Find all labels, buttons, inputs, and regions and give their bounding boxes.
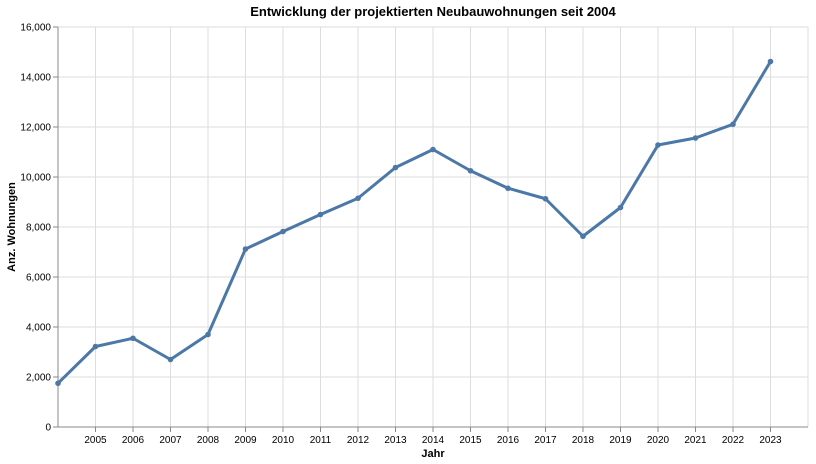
y-axis-title: Anz. Wohnungen bbox=[6, 182, 18, 272]
y-axis-ticks: 0 2,000 4,000 6,000 8,000 10,000 12,000 14,000 1… bbox=[20, 23, 58, 434]
data-point[interactable] bbox=[692, 135, 699, 141]
series-group bbox=[55, 58, 774, 387]
y-tick-label: 16,000 bbox=[20, 23, 51, 34]
data-point[interactable] bbox=[767, 58, 774, 65]
x-tick-label: 2019 bbox=[609, 435, 632, 446]
data-point[interactable] bbox=[242, 246, 249, 252]
x-tick-label: 2007 bbox=[159, 435, 182, 446]
x-tick-label: 2022 bbox=[722, 435, 745, 446]
y-tick-label: 14,000 bbox=[20, 73, 51, 84]
x-tick-label: 2023 bbox=[759, 435, 782, 446]
x-tick-label: 2005 bbox=[84, 435, 107, 446]
data-point[interactable] bbox=[655, 142, 661, 148]
x-axis-title: Jahr bbox=[421, 448, 445, 460]
y-tick-label: 10,000 bbox=[20, 173, 51, 184]
data-point[interactable] bbox=[467, 167, 474, 174]
x-tick-label: 2009 bbox=[234, 435, 257, 446]
data-point[interactable] bbox=[430, 146, 436, 153]
x-tick-label: 2010 bbox=[272, 435, 295, 446]
chart-title: Entwicklung der projektierten Neubauwohn… bbox=[250, 4, 616, 19]
data-point[interactable] bbox=[505, 185, 511, 192]
x-tick-label: 2008 bbox=[197, 435, 220, 446]
y-tick-label: 6,000 bbox=[26, 273, 51, 284]
data-point[interactable] bbox=[130, 335, 136, 342]
x-tick-label: 2018 bbox=[572, 435, 595, 446]
y-tick-label: 0 bbox=[45, 423, 51, 434]
x-axis-ticks: 2005 2006 2007 2008 2009 2010 2011 2012 2013 2014… bbox=[84, 427, 782, 446]
x-tick-label: 2017 bbox=[534, 435, 557, 446]
x-tick-label: 2006 bbox=[122, 435, 145, 446]
x-tick-label: 2016 bbox=[497, 435, 520, 446]
x-tick-label: 2014 bbox=[422, 435, 445, 446]
series-line bbox=[56, 60, 772, 385]
data-point[interactable] bbox=[280, 228, 286, 235]
x-tick-label: 2012 bbox=[347, 435, 370, 446]
data-point[interactable] bbox=[355, 195, 361, 202]
x-tick-label: 2013 bbox=[384, 435, 407, 446]
y-tick-label: 2,000 bbox=[26, 373, 51, 384]
data-point[interactable] bbox=[542, 195, 549, 202]
data-point[interactable] bbox=[317, 211, 324, 218]
data-point[interactable] bbox=[92, 343, 99, 350]
x-tick-label: 2020 bbox=[647, 435, 670, 446]
data-point[interactable] bbox=[205, 331, 211, 338]
x-tick-label: 2011 bbox=[310, 435, 332, 446]
data-point[interactable] bbox=[392, 164, 399, 171]
y-tick-label: 12,000 bbox=[20, 123, 51, 134]
data-point[interactable] bbox=[730, 121, 736, 128]
y-tick-label: 4,000 bbox=[26, 323, 51, 334]
y-tick-label: 8,000 bbox=[26, 223, 51, 234]
data-point[interactable] bbox=[580, 233, 586, 240]
data-point[interactable] bbox=[167, 356, 174, 363]
x-tick-label: 2021 bbox=[684, 435, 707, 446]
x-tick-label: 2015 bbox=[459, 435, 482, 446]
data-point[interactable] bbox=[55, 380, 61, 387]
data-point[interactable] bbox=[617, 204, 624, 211]
